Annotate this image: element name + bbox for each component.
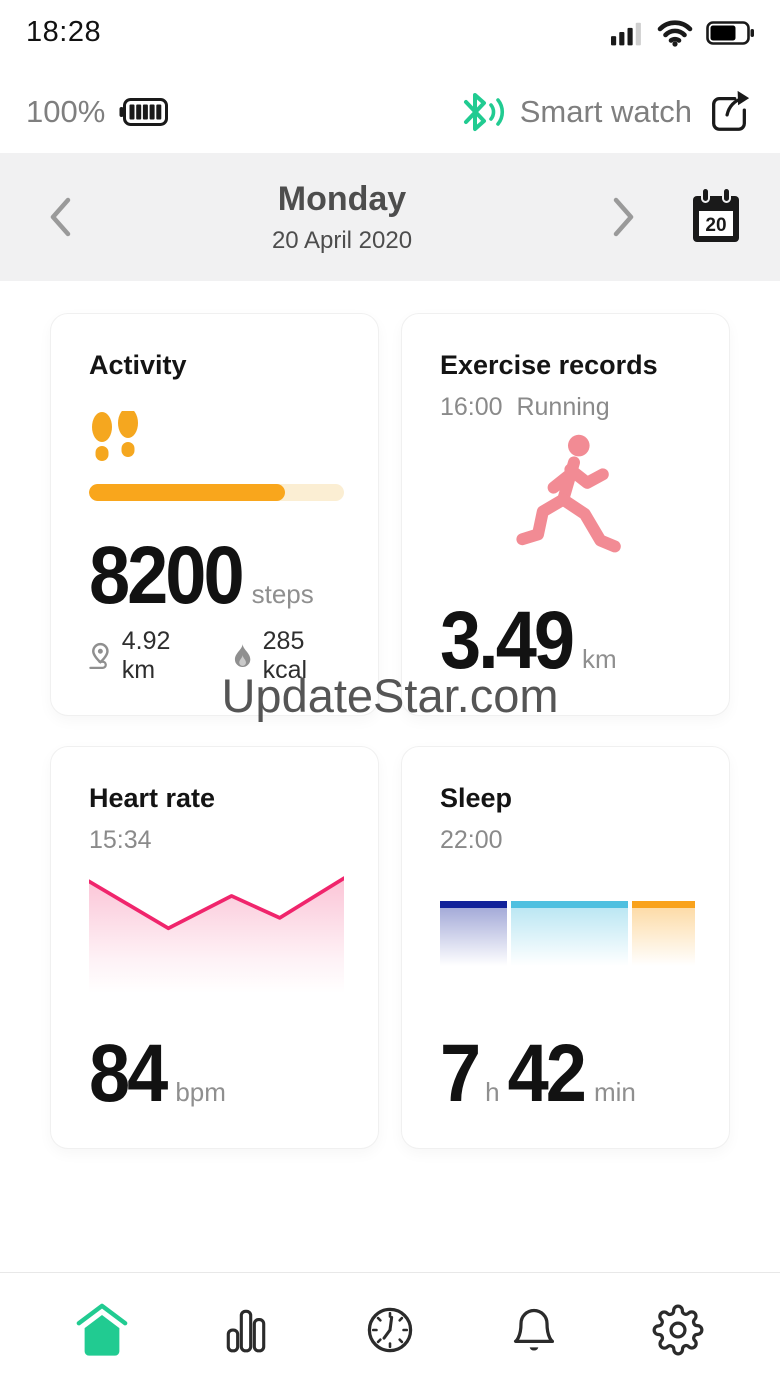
sleep-readout: 7 h 42 min	[440, 1027, 695, 1118]
chevron-left-icon	[50, 197, 71, 237]
date-display: Monday 20 April 2020	[120, 180, 564, 255]
dashboard-cards: Activity 8200 steps 4.92 km	[0, 313, 780, 1149]
activity-card[interactable]: Activity 8200 steps 4.92 km	[50, 313, 379, 716]
calories-stat: 285 kcal	[233, 627, 344, 685]
prev-day-button[interactable]	[0, 196, 120, 238]
calendar-icon: 20	[693, 187, 739, 242]
activity-progress-track	[89, 484, 344, 501]
date-label: 20 April 2020	[271, 226, 413, 254]
activity-progress-fill	[89, 484, 286, 501]
heart-rate-time: 15:34	[89, 826, 152, 854]
status-bar: 18:28	[0, 0, 780, 49]
date-nav-bar: Monday 20 April 2020 20	[0, 153, 780, 281]
nav-notifications[interactable]	[499, 1304, 569, 1356]
runner-icon	[440, 430, 695, 562]
clock-icon	[367, 1307, 413, 1352]
sleep-segment-deep-sleep	[440, 901, 507, 966]
activity-stats: 4.92 km 285 kcal	[89, 627, 344, 685]
sleep-minutes-unit: min	[593, 1077, 636, 1107]
home-icon	[76, 1303, 128, 1356]
exercise-readout: 3.49 km	[440, 594, 695, 685]
chevron-right-icon	[613, 197, 634, 237]
watch-battery-icon	[119, 98, 169, 126]
share-icon[interactable]	[706, 89, 752, 135]
nav-history[interactable]	[355, 1304, 425, 1356]
sleep-minutes-value: 42	[507, 1027, 587, 1119]
nav-settings[interactable]	[643, 1304, 713, 1356]
sleep-segment-light-sleep	[510, 901, 628, 966]
sleep-hours-value: 7	[440, 1027, 481, 1119]
exercise-session: 16:00 Running	[440, 393, 695, 422]
exercise-card[interactable]: Exercise records 16:00 Running 3.49 km	[401, 313, 730, 716]
footprints-icon	[89, 408, 344, 474]
wifi-icon	[657, 20, 693, 47]
nav-home[interactable]	[67, 1302, 137, 1358]
calendar-day-number: 20	[705, 215, 726, 236]
heart-rate-card[interactable]: Heart rate 15:34 84 bpm	[50, 746, 379, 1149]
status-icons	[611, 18, 754, 47]
status-time: 18:28	[26, 16, 102, 48]
bottom-nav	[0, 1272, 780, 1386]
signal-icon	[611, 22, 641, 45]
heart-rate-value: 84	[89, 1027, 168, 1119]
sleep-stage-bars	[440, 901, 695, 966]
sleep-start-time: 22:00	[440, 826, 503, 854]
sleep-card[interactable]: Sleep 22:00 7 h 42 min	[401, 746, 730, 1149]
calendar-button[interactable]: 20	[684, 186, 748, 248]
flame-icon	[235, 643, 251, 668]
gear-icon	[652, 1304, 704, 1355]
bell-icon	[513, 1308, 555, 1350]
distance-value: 4.92 km	[121, 627, 171, 684]
heart-rate-unit: bpm	[175, 1077, 226, 1107]
steps-value: 8200	[89, 529, 245, 621]
activity-title: Activity	[89, 350, 187, 380]
location-pin-icon	[89, 642, 109, 669]
distance-stat: 4.92 km	[89, 627, 199, 685]
sleep-hours-unit: h	[485, 1077, 500, 1107]
watch-battery-percent: 100%	[26, 94, 106, 129]
exercise-type: Running	[516, 393, 610, 421]
phone-battery-icon	[706, 20, 754, 45]
steps-readout: 8200 steps	[89, 529, 344, 620]
sleep-segment-awake	[631, 901, 695, 966]
exercise-time: 16:00	[440, 393, 503, 421]
exercise-distance-unit: km	[582, 644, 617, 674]
sleep-title: Sleep	[440, 783, 513, 813]
heart-rate-sparkline	[89, 876, 344, 993]
nav-stats[interactable]	[211, 1305, 281, 1355]
watch-battery-status: 100%	[26, 94, 169, 130]
exercise-distance-value: 3.49	[440, 594, 575, 686]
bar-chart-icon	[226, 1309, 266, 1352]
next-day-button[interactable]	[564, 196, 684, 238]
calories-value: 285 kcal	[262, 627, 308, 684]
exercise-title: Exercise records	[440, 350, 658, 380]
weekday-label: Monday	[277, 179, 407, 218]
heart-rate-title: Heart rate	[89, 783, 216, 813]
bluetooth-icon	[463, 93, 504, 131]
steps-unit: steps	[251, 579, 314, 609]
app-header: 100% Smart watch	[0, 49, 780, 153]
device-status[interactable]: Smart watch	[462, 89, 752, 135]
device-name: Smart watch	[519, 94, 692, 129]
heart-rate-readout: 84 bpm	[89, 1027, 344, 1118]
